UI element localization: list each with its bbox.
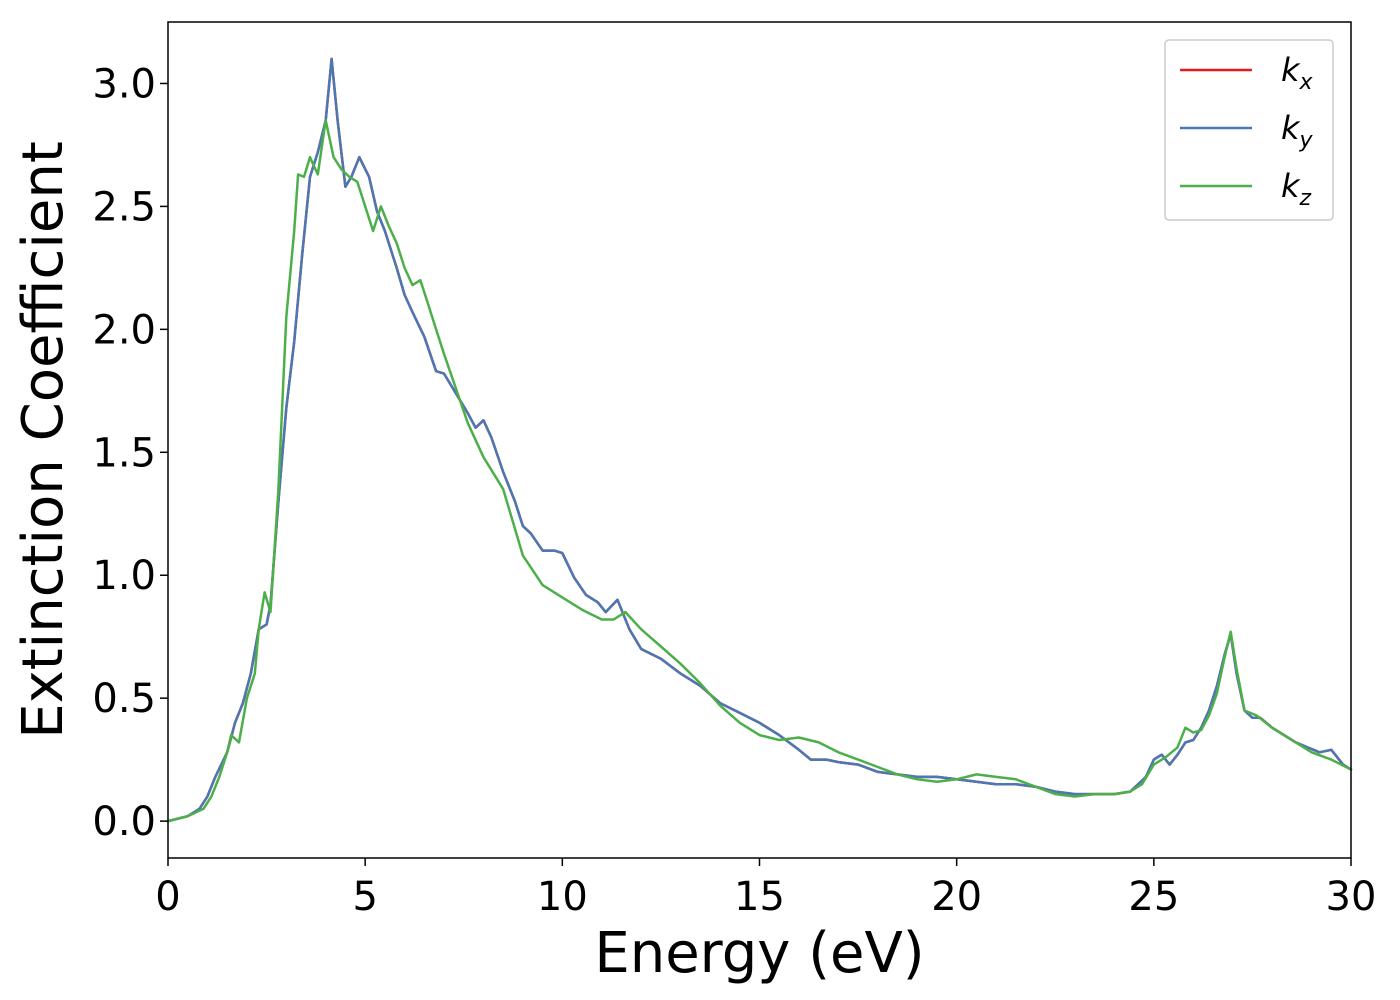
series-line-ky xyxy=(166,57,1353,823)
legend-label-kx: kx xyxy=(1281,51,1314,95)
legend-label-main: k xyxy=(1281,51,1301,89)
legend-label-subscript: z xyxy=(1299,186,1312,211)
legend-label-subscript: x xyxy=(1299,70,1314,95)
legend-frame xyxy=(1164,39,1334,221)
y-tick-label: 0.5 xyxy=(92,676,156,722)
x-tick-label: 25 xyxy=(1128,874,1179,920)
y-tick-label: 1.5 xyxy=(92,430,156,476)
series-layer xyxy=(166,57,1353,823)
legend-label-main: k xyxy=(1281,109,1301,147)
legend-label-subscript: y xyxy=(1299,128,1314,153)
y-tick-label: 2.5 xyxy=(92,184,156,230)
series-line-kz xyxy=(166,119,1353,823)
y-tick-label: 1.0 xyxy=(92,553,156,599)
x-tick-label: 15 xyxy=(734,874,785,920)
x-axis-title: Energy (eV) xyxy=(594,921,924,986)
x-tick-label: 5 xyxy=(352,874,377,920)
x-tick-label: 20 xyxy=(931,874,982,920)
x-tick-label: 0 xyxy=(155,874,180,920)
legend-label-main: k xyxy=(1281,167,1301,205)
y-axis-title: Extinction Coefficient xyxy=(11,141,76,739)
y-axis-ticks: 0.0 0.5 1.0 1.5 2.0 2.5 3.0 xyxy=(92,61,168,845)
plot-area xyxy=(168,22,1351,858)
x-tick-label: 30 xyxy=(1326,874,1377,920)
x-axis-ticks: 0 5 10 15 20 25 30 xyxy=(155,858,1376,920)
y-tick-label: 2.0 xyxy=(92,307,156,353)
x-tick-label: 10 xyxy=(537,874,588,920)
legend-label-ky: ky xyxy=(1281,109,1314,153)
legend-label-kz: kz xyxy=(1281,167,1312,211)
y-tick-label: 3.0 xyxy=(92,61,156,107)
y-tick-label: 0.0 xyxy=(92,799,156,845)
